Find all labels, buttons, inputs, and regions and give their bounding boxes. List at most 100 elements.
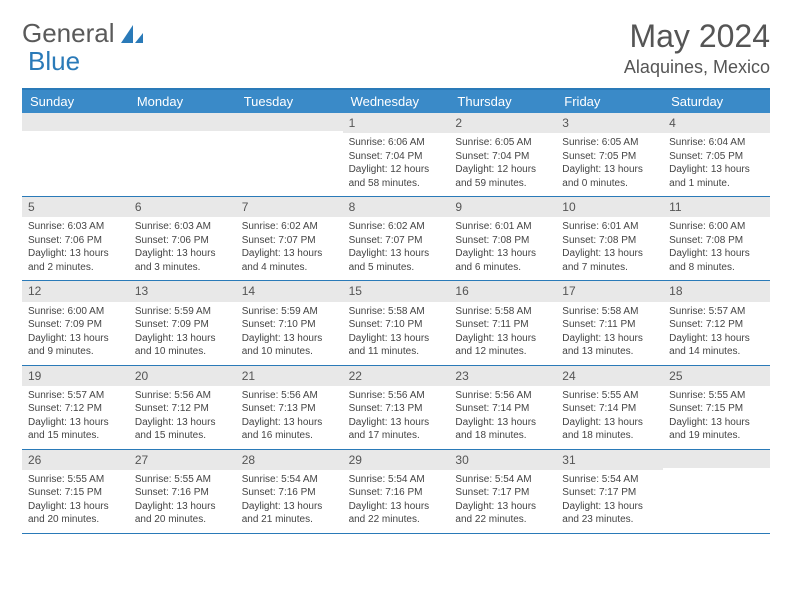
day-cell-9: 9 Sunrise: 6:01 AMSunset: 7:08 PMDaylight… [449,197,556,280]
logo-text-1: General [22,18,115,49]
sun-info: Sunrise: 6:01 AMSunset: 7:08 PMDaylight:… [455,220,550,274]
day-cell-17: 17 Sunrise: 5:58 AMSunset: 7:11 PMDayligh… [556,281,663,364]
sun-info: Sunrise: 6:00 AMSunset: 7:08 PMDaylight:… [669,220,764,274]
day-number: 19 [22,366,129,386]
day-cell-31: 31 Sunrise: 5:54 AMSunset: 7:17 PMDayligh… [556,450,663,533]
logo-sail-icon [119,23,145,45]
sun-info: Sunrise: 5:59 AMSunset: 7:10 PMDaylight:… [242,305,337,359]
day-header-monday: Monday [129,90,236,113]
day-number: 21 [236,366,343,386]
day-cell-3: 3Sunrise: 6:05 AMSunset: 7:05 PMDaylight… [556,113,663,196]
month-title: May 2024 [624,18,770,55]
day-number: 1 [343,113,450,133]
sun-info: Sunrise: 5:55 AMSunset: 7:14 PMDaylight:… [562,389,657,443]
day-number: 4 [663,113,770,133]
day-cell-16: 16 Sunrise: 5:58 AMSunset: 7:11 PMDayligh… [449,281,556,364]
day-header-tuesday: Tuesday [236,90,343,113]
day-number: 30 [449,450,556,470]
sun-info: Sunrise: 6:05 AMSunset: 7:04 PMDaylight:… [455,136,550,190]
day-number: 22 [343,366,450,386]
sun-info: Sunrise: 6:02 AMSunset: 7:07 PMDaylight:… [242,220,337,274]
weeks-container: 1 Sunrise: 6:06 AMSunset: 7:04 PMDaylight… [22,113,770,534]
day-number: 27 [129,450,236,470]
empty-cell [22,113,129,196]
title-block: May 2024 Alaquines, Mexico [624,18,770,78]
sun-info: Sunrise: 6:01 AMSunset: 7:08 PMDaylight:… [562,220,657,274]
sun-info: Sunrise: 5:59 AMSunset: 7:09 PMDaylight:… [135,305,230,359]
sun-info: Sunrise: 5:55 AMSunset: 7:15 PMDaylight:… [669,389,764,443]
week-row: 26 Sunrise: 5:55 AMSunset: 7:15 PMDayligh… [22,450,770,534]
day-cell-27: 27Sunrise: 5:55 AMSunset: 7:16 PMDayligh… [129,450,236,533]
sun-info: Sunrise: 6:02 AMSunset: 7:07 PMDaylight:… [349,220,444,274]
day-cell-8: 8 Sunrise: 6:02 AMSunset: 7:07 PMDaylight… [343,197,450,280]
sun-info: Sunrise: 5:58 AMSunset: 7:10 PMDaylight:… [349,305,444,359]
day-number: 8 [343,197,450,217]
day-number: 6 [129,197,236,217]
day-number: 24 [556,366,663,386]
day-cell-18: 18 Sunrise: 5:57 AMSunset: 7:12 PMDayligh… [663,281,770,364]
day-cell-24: 24 Sunrise: 5:55 AMSunset: 7:14 PMDayligh… [556,366,663,449]
location-text: Alaquines, Mexico [624,57,770,78]
week-row: 19Sunrise: 5:57 AMSunset: 7:12 PMDayligh… [22,366,770,450]
day-number: 31 [556,450,663,470]
day-header-row: SundayMondayTuesdayWednesdayThursdayFrid… [22,90,770,113]
sun-info: Sunrise: 5:56 AMSunset: 7:12 PMDaylight:… [135,389,230,443]
sun-info: Sunrise: 5:58 AMSunset: 7:11 PMDaylight:… [455,305,550,359]
day-number: 17 [556,281,663,301]
day-number: 5 [22,197,129,217]
day-cell-22: 22Sunrise: 5:56 AMSunset: 7:13 PMDayligh… [343,366,450,449]
day-cell-13: 13 Sunrise: 5:59 AMSunset: 7:09 PMDayligh… [129,281,236,364]
day-cell-5: 5 Sunrise: 6:03 AMSunset: 7:06 PMDaylight… [22,197,129,280]
day-number: 18 [663,281,770,301]
day-number [663,450,770,468]
day-cell-11: 11 Sunrise: 6:00 AMSunset: 7:08 PMDayligh… [663,197,770,280]
day-number: 26 [22,450,129,470]
day-number: 16 [449,281,556,301]
sun-info: Sunrise: 5:57 AMSunset: 7:12 PMDaylight:… [669,305,764,359]
day-number: 2 [449,113,556,133]
day-cell-20: 20 Sunrise: 5:56 AMSunset: 7:12 PMDayligh… [129,366,236,449]
day-cell-14: 14 Sunrise: 5:59 AMSunset: 7:10 PMDayligh… [236,281,343,364]
day-cell-30: 30Sunrise: 5:54 AMSunset: 7:17 PMDayligh… [449,450,556,533]
sun-info: Sunrise: 5:54 AMSunset: 7:17 PMDaylight:… [562,473,657,527]
sun-info: Sunrise: 5:56 AMSunset: 7:13 PMDaylight:… [242,389,337,443]
sun-info: Sunrise: 6:00 AMSunset: 7:09 PMDaylight:… [28,305,123,359]
sun-info: Sunrise: 6:06 AMSunset: 7:04 PMDaylight:… [349,136,444,190]
day-cell-12: 12 Sunrise: 6:00 AMSunset: 7:09 PMDayligh… [22,281,129,364]
empty-cell [129,113,236,196]
day-cell-2: 2 Sunrise: 6:05 AMSunset: 7:04 PMDaylight… [449,113,556,196]
logo-text-2: Blue [28,46,80,77]
day-number: 10 [556,197,663,217]
sun-info: Sunrise: 5:54 AMSunset: 7:16 PMDaylight:… [349,473,444,527]
day-header-friday: Friday [556,90,663,113]
day-cell-29: 29 Sunrise: 5:54 AMSunset: 7:16 PMDayligh… [343,450,450,533]
day-header-saturday: Saturday [663,90,770,113]
day-number: 13 [129,281,236,301]
day-number: 14 [236,281,343,301]
day-cell-10: 10 Sunrise: 6:01 AMSunset: 7:08 PMDayligh… [556,197,663,280]
day-cell-6: 6Sunrise: 6:03 AMSunset: 7:06 PMDaylight… [129,197,236,280]
day-number [22,113,129,131]
day-cell-28: 28Sunrise: 5:54 AMSunset: 7:16 PMDayligh… [236,450,343,533]
day-number: 7 [236,197,343,217]
sun-info: Sunrise: 6:03 AMSunset: 7:06 PMDaylight:… [28,220,123,274]
day-number: 11 [663,197,770,217]
sun-info: Sunrise: 5:55 AMSunset: 7:15 PMDaylight:… [28,473,123,527]
day-cell-25: 25 Sunrise: 5:55 AMSunset: 7:15 PMDayligh… [663,366,770,449]
day-number: 29 [343,450,450,470]
day-cell-19: 19Sunrise: 5:57 AMSunset: 7:12 PMDayligh… [22,366,129,449]
day-header-wednesday: Wednesday [343,90,450,113]
day-number: 12 [22,281,129,301]
day-number: 20 [129,366,236,386]
day-number: 28 [236,450,343,470]
day-number: 25 [663,366,770,386]
logo: General [22,18,147,49]
day-cell-23: 23Sunrise: 5:56 AMSunset: 7:14 PMDayligh… [449,366,556,449]
calendar: SundayMondayTuesdayWednesdayThursdayFrid… [22,88,770,534]
day-cell-26: 26 Sunrise: 5:55 AMSunset: 7:15 PMDayligh… [22,450,129,533]
sun-info: Sunrise: 5:58 AMSunset: 7:11 PMDaylight:… [562,305,657,359]
day-number: 9 [449,197,556,217]
sun-info: Sunrise: 6:04 AMSunset: 7:05 PMDaylight:… [669,136,764,190]
week-row: 1 Sunrise: 6:06 AMSunset: 7:04 PMDaylight… [22,113,770,197]
week-row: 12 Sunrise: 6:00 AMSunset: 7:09 PMDayligh… [22,281,770,365]
